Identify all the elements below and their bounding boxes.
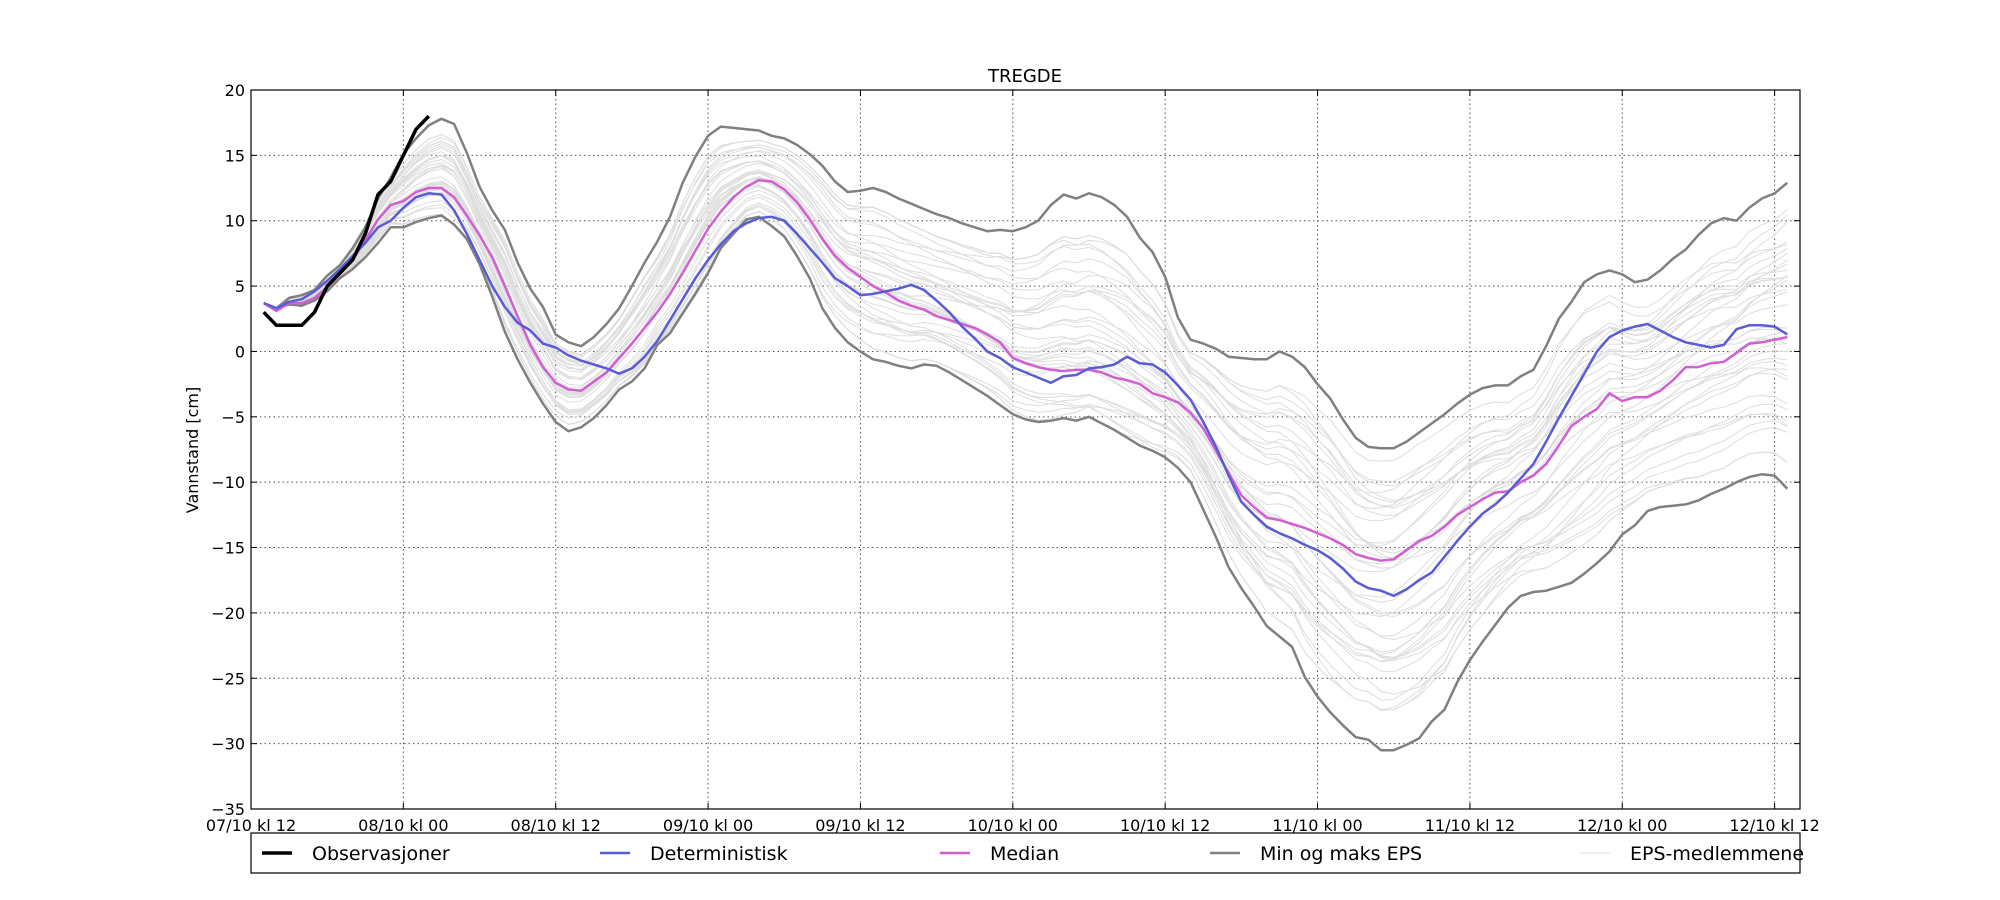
y-tick-label: −25	[211, 669, 245, 688]
x-tick-label: 09/10 kl 00	[663, 816, 753, 835]
y-axis-label: Vannstand [cm]	[183, 387, 202, 513]
y-tick-label: 10	[225, 212, 245, 231]
x-tick-label: 11/10 kl 12	[1425, 816, 1515, 835]
y-tick-label: −15	[211, 539, 245, 558]
y-tick-label: −30	[211, 735, 245, 754]
y-tick-label: −5	[221, 408, 245, 427]
x-tick-label: 10/10 kl 00	[968, 816, 1058, 835]
legend-label: Median	[990, 843, 1059, 865]
legend-label: Deterministisk	[650, 843, 788, 865]
y-tick-label: 0	[235, 342, 245, 361]
y-tick-label: −20	[211, 604, 245, 623]
x-tick-label: 09/10 kl 12	[815, 816, 905, 835]
legend-label: Min og maks EPS	[1260, 843, 1422, 865]
x-tick-label: 08/10 kl 00	[358, 816, 448, 835]
water-level-chart: TREGDE 07/10 kl 12 08/10 kl 00 08/10 kl 12…	[0, 0, 2000, 900]
y-tick-label: 20	[225, 81, 245, 100]
x-tick-label: 12/10 kl 00	[1577, 816, 1667, 835]
y-tick-label: −35	[211, 800, 245, 819]
chart-title: TREGDE	[987, 66, 1062, 87]
x-tick-label: 08/10 kl 12	[511, 816, 601, 835]
y-tick-label: −10	[211, 473, 245, 492]
legend-label: Observasjoner	[312, 843, 450, 865]
y-tick-label: 15	[225, 146, 245, 165]
x-tick-label: 10/10 kl 12	[1120, 816, 1210, 835]
x-tick-label: 12/10 kl 12	[1729, 816, 1819, 835]
x-tick-label: 11/10 kl 00	[1272, 816, 1362, 835]
y-tick-label: 5	[235, 277, 245, 296]
legend: Observasjoner Deterministisk Median Min og …	[251, 833, 1804, 873]
legend-label: EPS-medlemmene	[1630, 843, 1804, 865]
chart-background	[0, 0, 2000, 900]
